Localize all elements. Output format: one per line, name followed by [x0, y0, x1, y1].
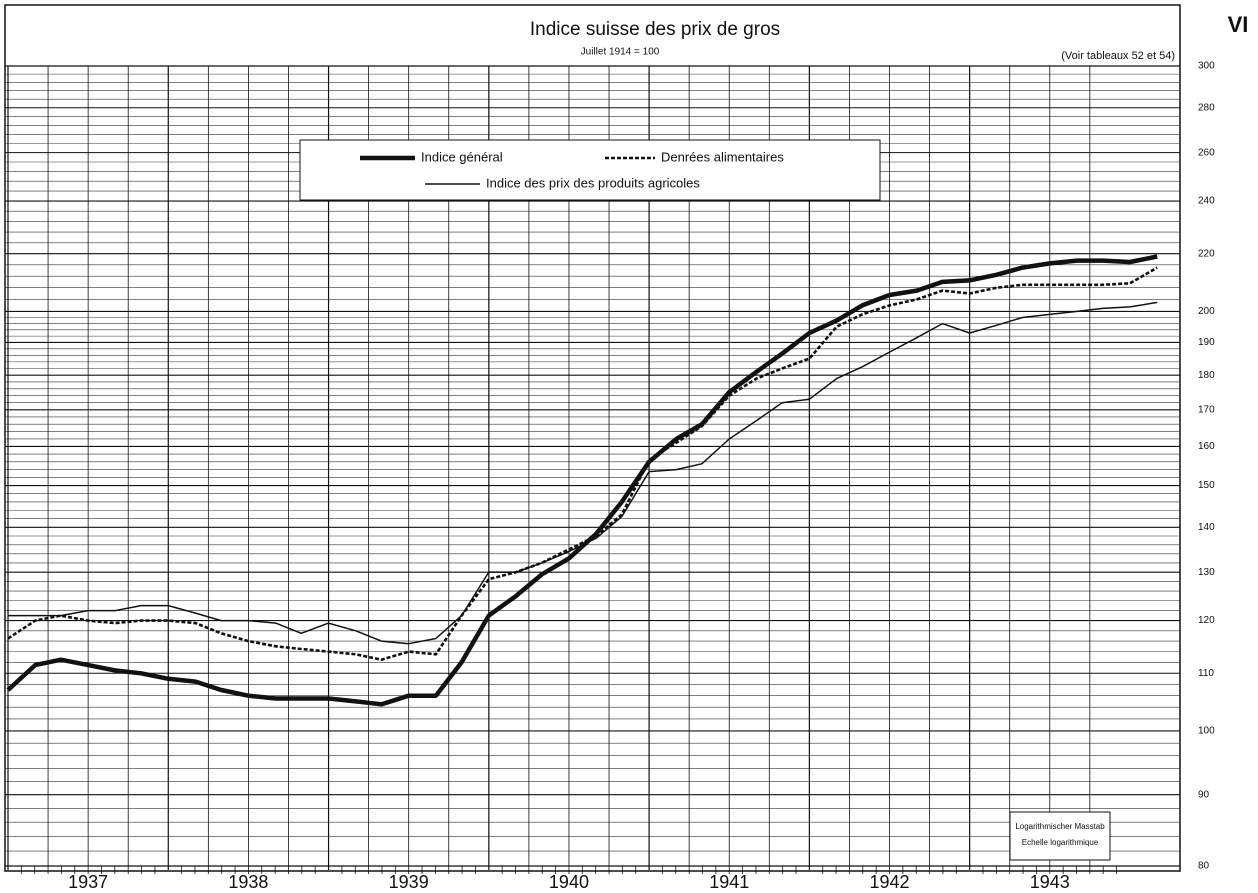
x-tick-label: 1943 — [1030, 872, 1070, 892]
y-tick-label: 300 — [1198, 61, 1215, 72]
series-line — [7, 266, 1158, 661]
x-tick-label: 1942 — [869, 872, 909, 892]
legend-label: Denrées alimentaires — [661, 149, 784, 164]
y-tick-label: 140 — [1198, 522, 1215, 533]
x-tick-label: 1940 — [549, 872, 589, 892]
plot-frame — [4, 4, 1181, 872]
y-tick-label: 220 — [1198, 248, 1215, 259]
y-tick-label: 190 — [1198, 337, 1215, 348]
chart-title: Indice suisse des prix de gros — [530, 19, 780, 40]
y-tick-label: 260 — [1198, 147, 1215, 158]
note: (Voir tableaux 52 et 54) — [1061, 50, 1175, 62]
note-box — [1009, 811, 1111, 861]
y-tick-label: 280 — [1198, 102, 1215, 113]
x-tick-label: 1937 — [68, 872, 108, 892]
scale-note: Logarithmischer Masstab Echelle logarith… — [1009, 811, 1111, 861]
series-line — [8, 301, 1158, 645]
y-tick-label: 170 — [1198, 404, 1215, 415]
y-tick-label: 200 — [1198, 306, 1215, 317]
plate-number: VI — [1228, 12, 1249, 37]
y-tick-label: 130 — [1198, 567, 1215, 578]
legend-box — [299, 139, 881, 201]
y-tick-label: 90 — [1198, 789, 1210, 800]
series-line — [6, 254, 1158, 707]
y-tick-label: 80 — [1198, 861, 1210, 872]
note: Echelle logarithmique — [1022, 838, 1099, 847]
legend-label: Indice des prix des produits agricoles — [486, 175, 700, 190]
note: Logarithmischer Masstab — [1015, 822, 1105, 831]
y-tick-label: 240 — [1198, 196, 1215, 207]
x-tick-label: 1941 — [709, 872, 749, 892]
y-tick-label: 150 — [1198, 480, 1215, 491]
y-tick-label: 110 — [1198, 668, 1214, 679]
x-tick-label: 1938 — [228, 872, 268, 892]
legend-label: Indice général — [421, 149, 503, 164]
chart-subtitle: Juillet 1914 = 100 — [581, 47, 660, 58]
y-tick-label: 160 — [1198, 441, 1215, 452]
y-tick-label: 180 — [1198, 370, 1215, 381]
x-tick-label: 1939 — [389, 872, 429, 892]
y-tick-label: 100 — [1198, 726, 1215, 737]
series-layer — [6, 254, 1158, 707]
legend: Indice général Denrées alimentaires Indice… — [299, 139, 881, 201]
y-tick-label: 120 — [1198, 615, 1215, 626]
